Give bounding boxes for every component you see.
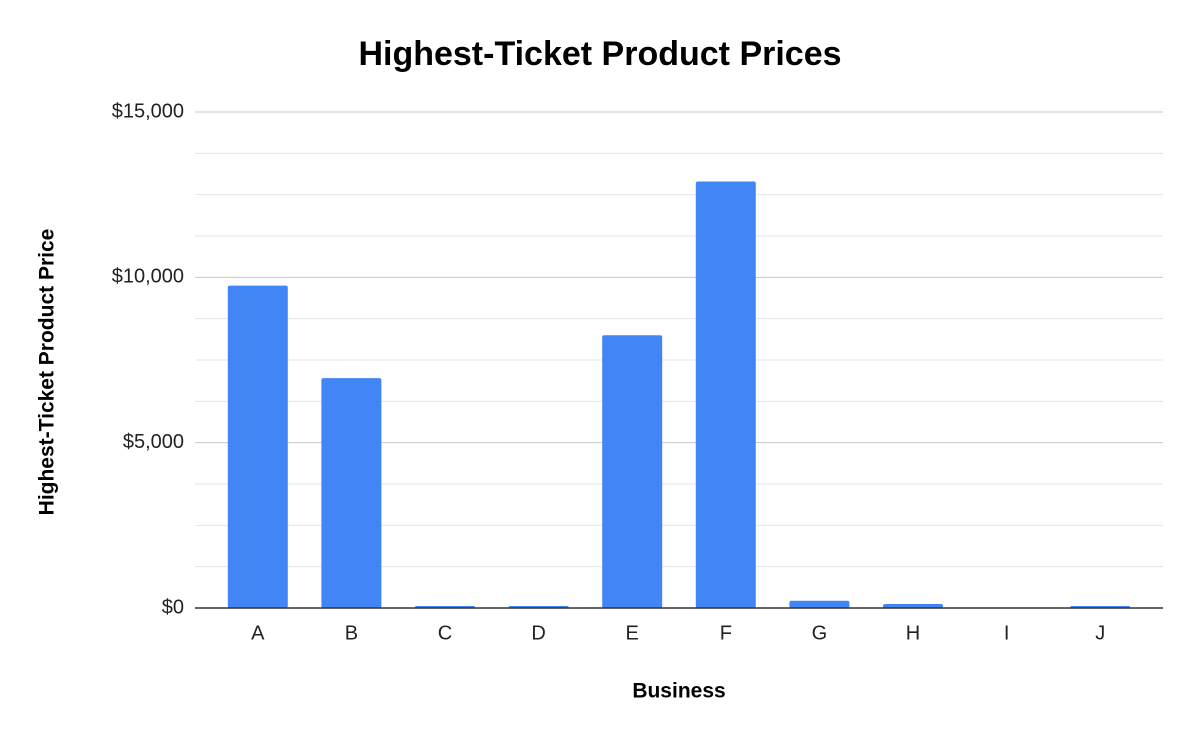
x-tick-label: B (345, 622, 358, 644)
y-axis-title: Highest-Ticket Product Price (36, 229, 59, 516)
y-tick-label: $5,000 (123, 431, 184, 453)
bar (602, 335, 663, 608)
y-tick-label: $0 (162, 596, 184, 618)
chart-title: Highest-Ticket Product Prices (358, 35, 841, 73)
x-tick-label: J (1095, 622, 1105, 644)
x-tick-label: F (720, 622, 732, 644)
bar (227, 285, 288, 608)
y-tick-label: $15,000 (112, 100, 184, 122)
x-tick-label: I (1004, 622, 1010, 644)
bar (321, 378, 382, 608)
x-tick-label: H (906, 622, 920, 644)
bar (789, 600, 850, 608)
bar (883, 604, 943, 608)
x-tick-label: A (251, 622, 265, 644)
y-tick-label: $10,000 (112, 266, 184, 288)
x-tick-label: D (531, 622, 545, 644)
bar (695, 181, 756, 608)
x-tick-label: G (812, 622, 828, 644)
x-tick-label: E (626, 622, 639, 644)
x-axis-title: Business (632, 680, 725, 703)
x-tick-label: C (438, 622, 452, 644)
